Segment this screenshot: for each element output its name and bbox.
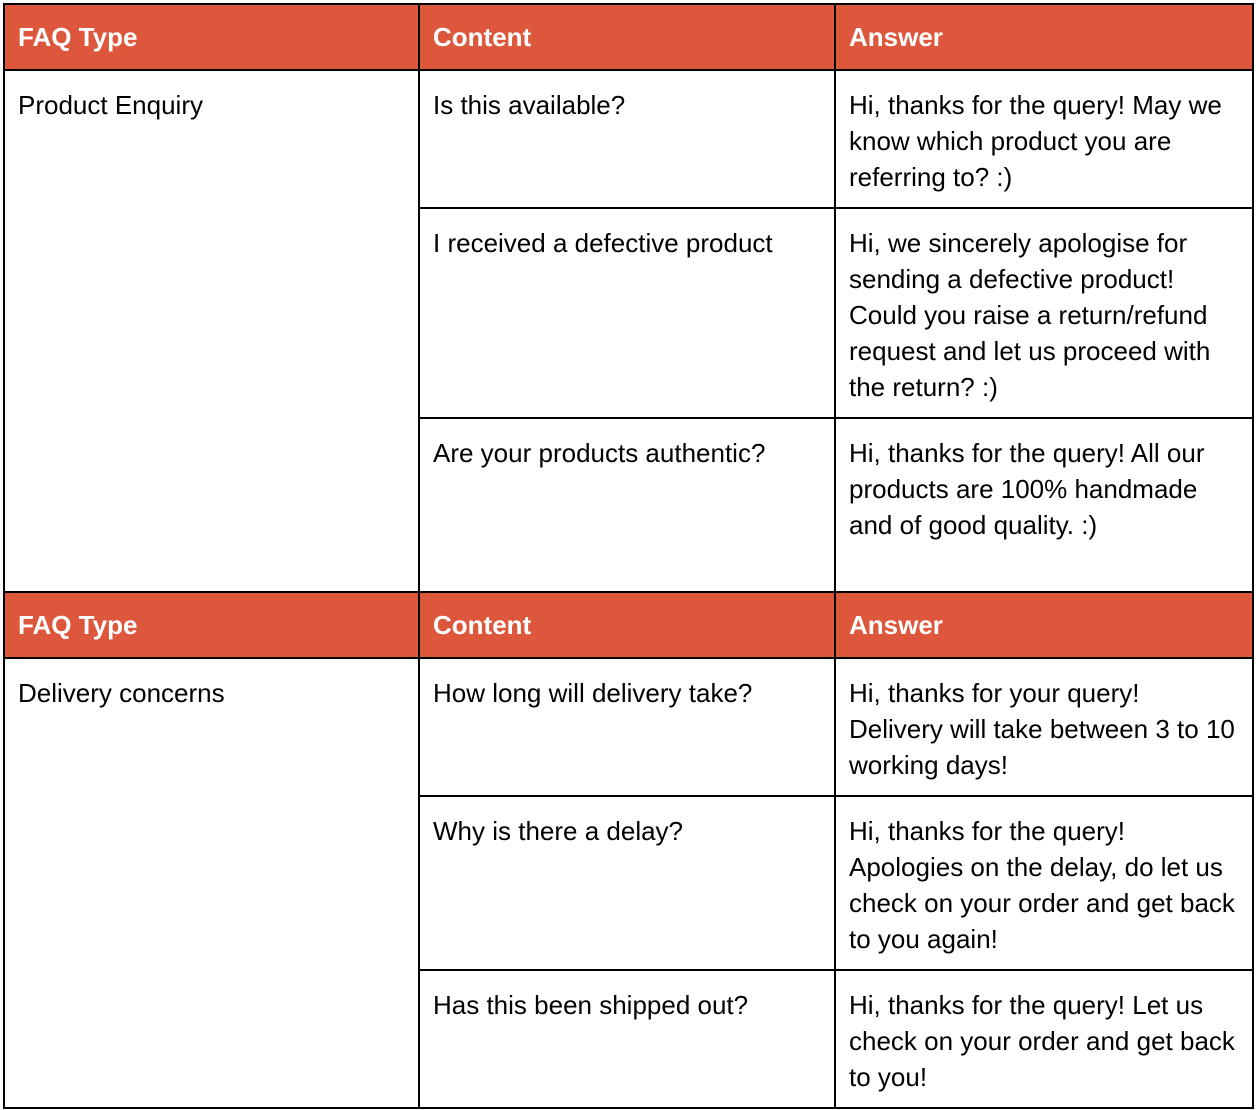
header-row: FAQ Type Content Answer <box>3 3 1254 71</box>
table-row: Has this been shipped out? Hi, thanks fo… <box>4 969 1254 1109</box>
answer-cell: Hi, thanks for the query! May we know wh… <box>834 69 1254 209</box>
table-row: Delivery concerns How long will delivery… <box>3 657 1254 1109</box>
faq-table: FAQ Type Content Answer Product Enquiry … <box>3 3 1254 1109</box>
header-row: FAQ Type Content Answer <box>3 591 1254 659</box>
header-content: Content <box>418 3 836 71</box>
answer-cell: Hi, thanks for the query! All our produc… <box>834 417 1254 593</box>
content-cell: Has this been shipped out? <box>418 969 836 1109</box>
content-cell: Are your products authentic? <box>418 417 836 593</box>
table-row: I received a defective product Hi, we si… <box>4 207 1254 419</box>
faq-type-cell: Delivery concerns <box>3 657 420 1109</box>
content-cell: Why is there a delay? <box>418 795 836 971</box>
header-faq-type: FAQ Type <box>3 591 420 659</box>
answer-cell: Hi, we sincerely apologise for sending a… <box>834 207 1254 419</box>
answer-cell: Hi, thanks for the query! Apologies on t… <box>834 795 1254 971</box>
table-row: Are your products authentic? Hi, thanks … <box>4 417 1254 593</box>
header-faq-type: FAQ Type <box>3 3 420 71</box>
content-cell: Is this available? <box>418 69 836 209</box>
answer-cell: Hi, thanks for the query! Let us check o… <box>834 969 1254 1109</box>
header-answer: Answer <box>834 591 1254 659</box>
faq-type-cell: Product Enquiry <box>3 69 420 593</box>
content-cell: How long will delivery take? <box>418 657 836 797</box>
header-content: Content <box>418 591 836 659</box>
header-answer: Answer <box>834 3 1254 71</box>
table-row: Why is there a delay? Hi, thanks for the… <box>4 795 1254 971</box>
table-row: Product Enquiry Is this available? Hi, t… <box>3 69 1254 593</box>
answer-cell: Hi, thanks for your query! Delivery will… <box>834 657 1254 797</box>
content-cell: I received a defective product <box>418 207 836 419</box>
